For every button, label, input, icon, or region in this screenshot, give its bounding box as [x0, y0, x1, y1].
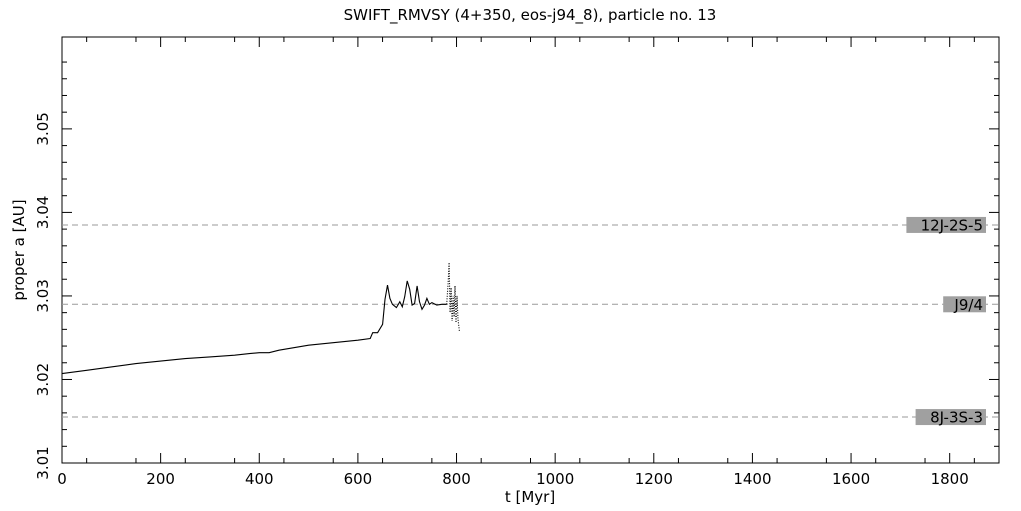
- resonance-label-box: [915, 409, 986, 426]
- axis-ticks: 0 200 400 600 800 1000 1200 1400 1600 1800 3.01 3.0…: [34, 37, 999, 488]
- resonance-label-box: [906, 216, 986, 233]
- x-tick-label: 1400: [733, 470, 771, 488]
- y-tick-label: 3.04: [34, 196, 52, 229]
- data-series: [61, 262, 461, 375]
- y-tick-label: 3.05: [34, 112, 52, 145]
- y-tick-label: 3.02: [34, 363, 52, 396]
- x-tick-label: 1000: [536, 470, 574, 488]
- resonance-label: J9/4: [953, 296, 983, 314]
- x-tick-label: 600: [344, 470, 373, 488]
- series-line: [61, 280, 447, 375]
- y-tick-label: 3.03: [34, 279, 52, 312]
- x-tick-label: 200: [146, 470, 175, 488]
- y-axis-label: proper a [AU]: [10, 199, 28, 300]
- x-axis-label: t [Myr]: [505, 488, 555, 506]
- resonance-label-box: [943, 296, 986, 313]
- x-tick-label: 1600: [832, 470, 870, 488]
- x-tick-label: 1800: [931, 470, 969, 488]
- resonance-label: 12J-2S-5: [921, 216, 983, 234]
- resonance-lines: 12J-2S-5 J9/4 8J-3S-3: [62, 216, 999, 427]
- y-tick-label: 3.01: [34, 446, 52, 479]
- plot-frame: [61, 36, 1000, 464]
- x-tick-label: 400: [245, 470, 274, 488]
- x-tick-label: 1200: [635, 470, 673, 488]
- resonance-label: 8J-3S-3: [930, 409, 983, 427]
- series-line: [446, 262, 461, 332]
- x-tick-label: 800: [442, 470, 471, 488]
- x-tick-label: 0: [57, 470, 67, 488]
- chart-title: SWIFT_RMVSY (4+350, eos-j94_8), particle…: [344, 6, 717, 25]
